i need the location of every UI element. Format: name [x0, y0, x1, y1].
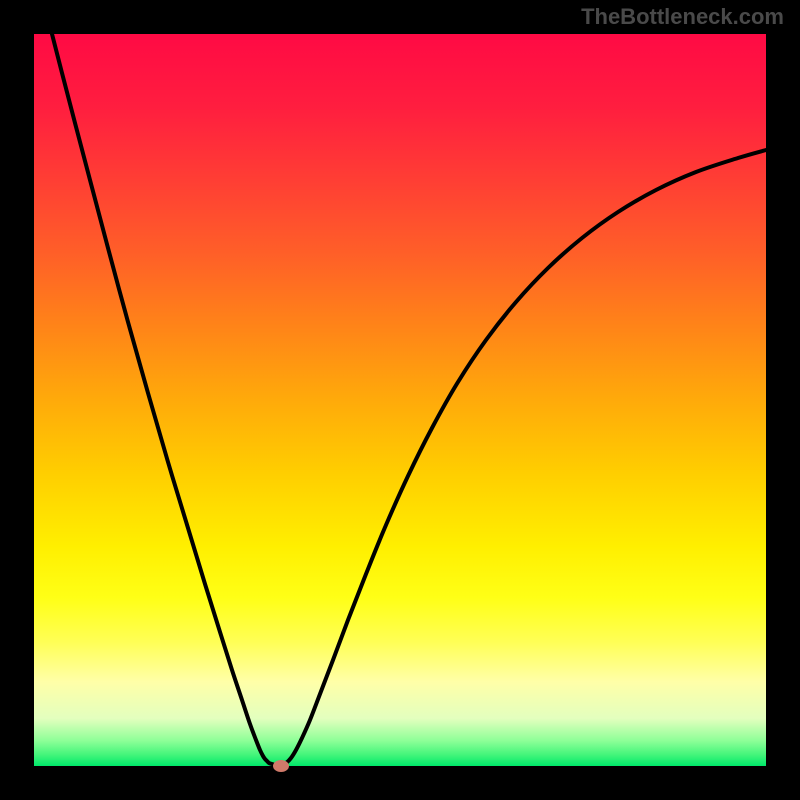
- bottleneck-chart: [0, 0, 800, 800]
- chart-container: TheBottleneck.com: [0, 0, 800, 800]
- optimal-point-marker: [273, 760, 289, 772]
- watermark-text: TheBottleneck.com: [581, 4, 784, 30]
- plot-background: [34, 34, 766, 766]
